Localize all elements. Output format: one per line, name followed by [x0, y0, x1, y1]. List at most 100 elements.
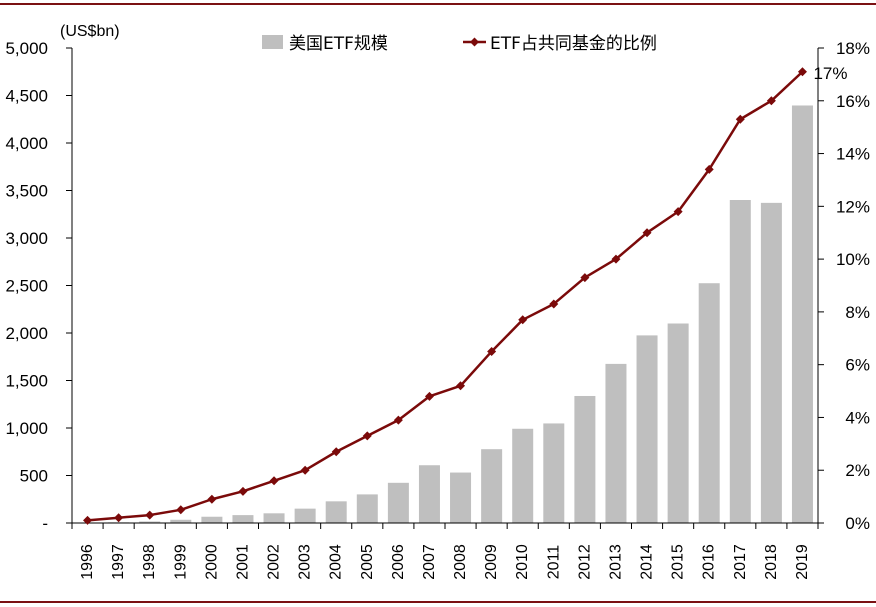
x-tick-label: 2003 — [297, 544, 314, 580]
bar-1999 — [170, 519, 192, 523]
legend-label-bar: 美国ETF规模 — [289, 34, 388, 54]
left-tick-label: - — [42, 514, 48, 533]
point-2006 — [393, 415, 403, 425]
right-tick-label: 8% — [845, 303, 870, 322]
x-tick-label: 2017 — [732, 544, 749, 580]
bar-2008 — [450, 472, 472, 523]
x-tick-label: 2015 — [670, 544, 687, 580]
bar-2011 — [543, 423, 565, 523]
left-axis-unit-label: (US$bn) — [60, 23, 120, 40]
point-2018 — [766, 96, 776, 106]
bar-2009 — [481, 449, 503, 523]
bar-2010 — [512, 428, 534, 523]
x-tick-label: 1999 — [172, 544, 189, 580]
x-tick-label: 2019 — [794, 544, 811, 580]
point-2009 — [487, 346, 497, 356]
x-tick-label: 2016 — [701, 544, 718, 580]
point-1997 — [114, 513, 124, 523]
bar-2000 — [201, 516, 223, 523]
left-tick-label: 5,000 — [5, 39, 48, 58]
bar-2015 — [667, 323, 689, 523]
x-tick-label: 1997 — [110, 544, 127, 580]
legend: 美国ETF规模 ETF占共同基金的比例 — [262, 34, 657, 54]
x-tick-label: 2010 — [514, 544, 531, 580]
bar-2003 — [294, 508, 316, 523]
point-2008 — [456, 381, 466, 391]
point-1999 — [176, 505, 186, 515]
point-2017 — [735, 114, 745, 124]
x-tick-label: 2001 — [234, 544, 251, 580]
x-tick-label: 2018 — [763, 544, 780, 580]
bar-2012 — [574, 395, 596, 523]
right-tick-label: 18% — [836, 39, 870, 58]
x-tick-label: 2005 — [359, 544, 376, 580]
x-tick-label: 2011 — [545, 545, 562, 580]
bar-2018 — [760, 202, 782, 523]
point-2016 — [704, 164, 714, 174]
left-tick-label: 3,500 — [5, 182, 48, 201]
legend-swatch-bar — [262, 35, 283, 49]
x-tick-label: 1998 — [141, 544, 158, 580]
x-tick-label: 2002 — [266, 544, 283, 580]
bar-2001 — [232, 515, 254, 523]
legend-diamond-icon — [470, 37, 479, 47]
bar-2013 — [605, 363, 627, 524]
point-2001 — [238, 486, 248, 496]
point-1996 — [83, 515, 93, 525]
left-tick-label: 3,000 — [5, 229, 48, 248]
x-tick-label: 2009 — [483, 544, 500, 580]
right-tick-label: 2% — [845, 461, 870, 480]
point-2013 — [611, 254, 621, 264]
bar-2006 — [387, 482, 409, 523]
series-line — [87, 70, 804, 522]
bar-2004 — [325, 501, 347, 523]
point-2019 — [797, 67, 807, 77]
axes — [66, 47, 824, 529]
legend-label-line: ETF占共同基金的比例 — [490, 34, 657, 54]
bottom-rule — [0, 601, 876, 603]
point-2003 — [300, 465, 310, 475]
line-series — [83, 67, 807, 525]
left-tick-label: 2,000 — [5, 324, 48, 343]
left-tick-label: 4,500 — [5, 87, 48, 106]
x-tick-label: 2007 — [421, 544, 438, 580]
left-tick-label: 1,500 — [5, 372, 48, 391]
bar-2014 — [636, 335, 658, 524]
x-tick-label: 2008 — [452, 544, 469, 580]
right-tick-label: 16% — [836, 92, 870, 111]
bar-2002 — [263, 513, 285, 523]
point-2002 — [269, 476, 279, 486]
bar-2005 — [356, 494, 378, 523]
point-1998 — [145, 510, 155, 520]
left-tick-label: 2,500 — [5, 277, 48, 296]
x-tick-label: 1996 — [79, 544, 96, 580]
bar-1998 — [139, 521, 161, 523]
bar-2017 — [729, 200, 751, 523]
right-tick-label: 0% — [845, 514, 870, 533]
x-tick-label: 2014 — [639, 544, 656, 580]
point-2011 — [549, 299, 559, 309]
top-rule — [0, 3, 876, 5]
right-tick-label: 6% — [845, 356, 870, 375]
point-2000 — [207, 494, 217, 504]
right-tick-label: 14% — [836, 145, 870, 164]
bar-2007 — [418, 465, 440, 523]
point-2015 — [673, 207, 683, 217]
left-tick-label: 4,000 — [5, 134, 48, 153]
right-tick-label: 10% — [836, 250, 870, 269]
x-tick-label: 2012 — [576, 544, 593, 580]
point-2010 — [518, 315, 528, 325]
x-tick-label: 2004 — [328, 544, 345, 580]
point-2012 — [580, 273, 590, 283]
point-2004 — [331, 447, 341, 457]
left-tick-label: 1,000 — [5, 419, 48, 438]
x-tick-label: 2006 — [390, 544, 407, 580]
point-2007 — [424, 391, 434, 401]
left-tick-label: 500 — [20, 467, 48, 486]
point-2014 — [642, 228, 652, 238]
right-tick-label: 4% — [845, 408, 870, 427]
bar-2016 — [698, 283, 720, 523]
bar-series — [77, 105, 813, 524]
value-annotation: 17% — [813, 64, 847, 83]
